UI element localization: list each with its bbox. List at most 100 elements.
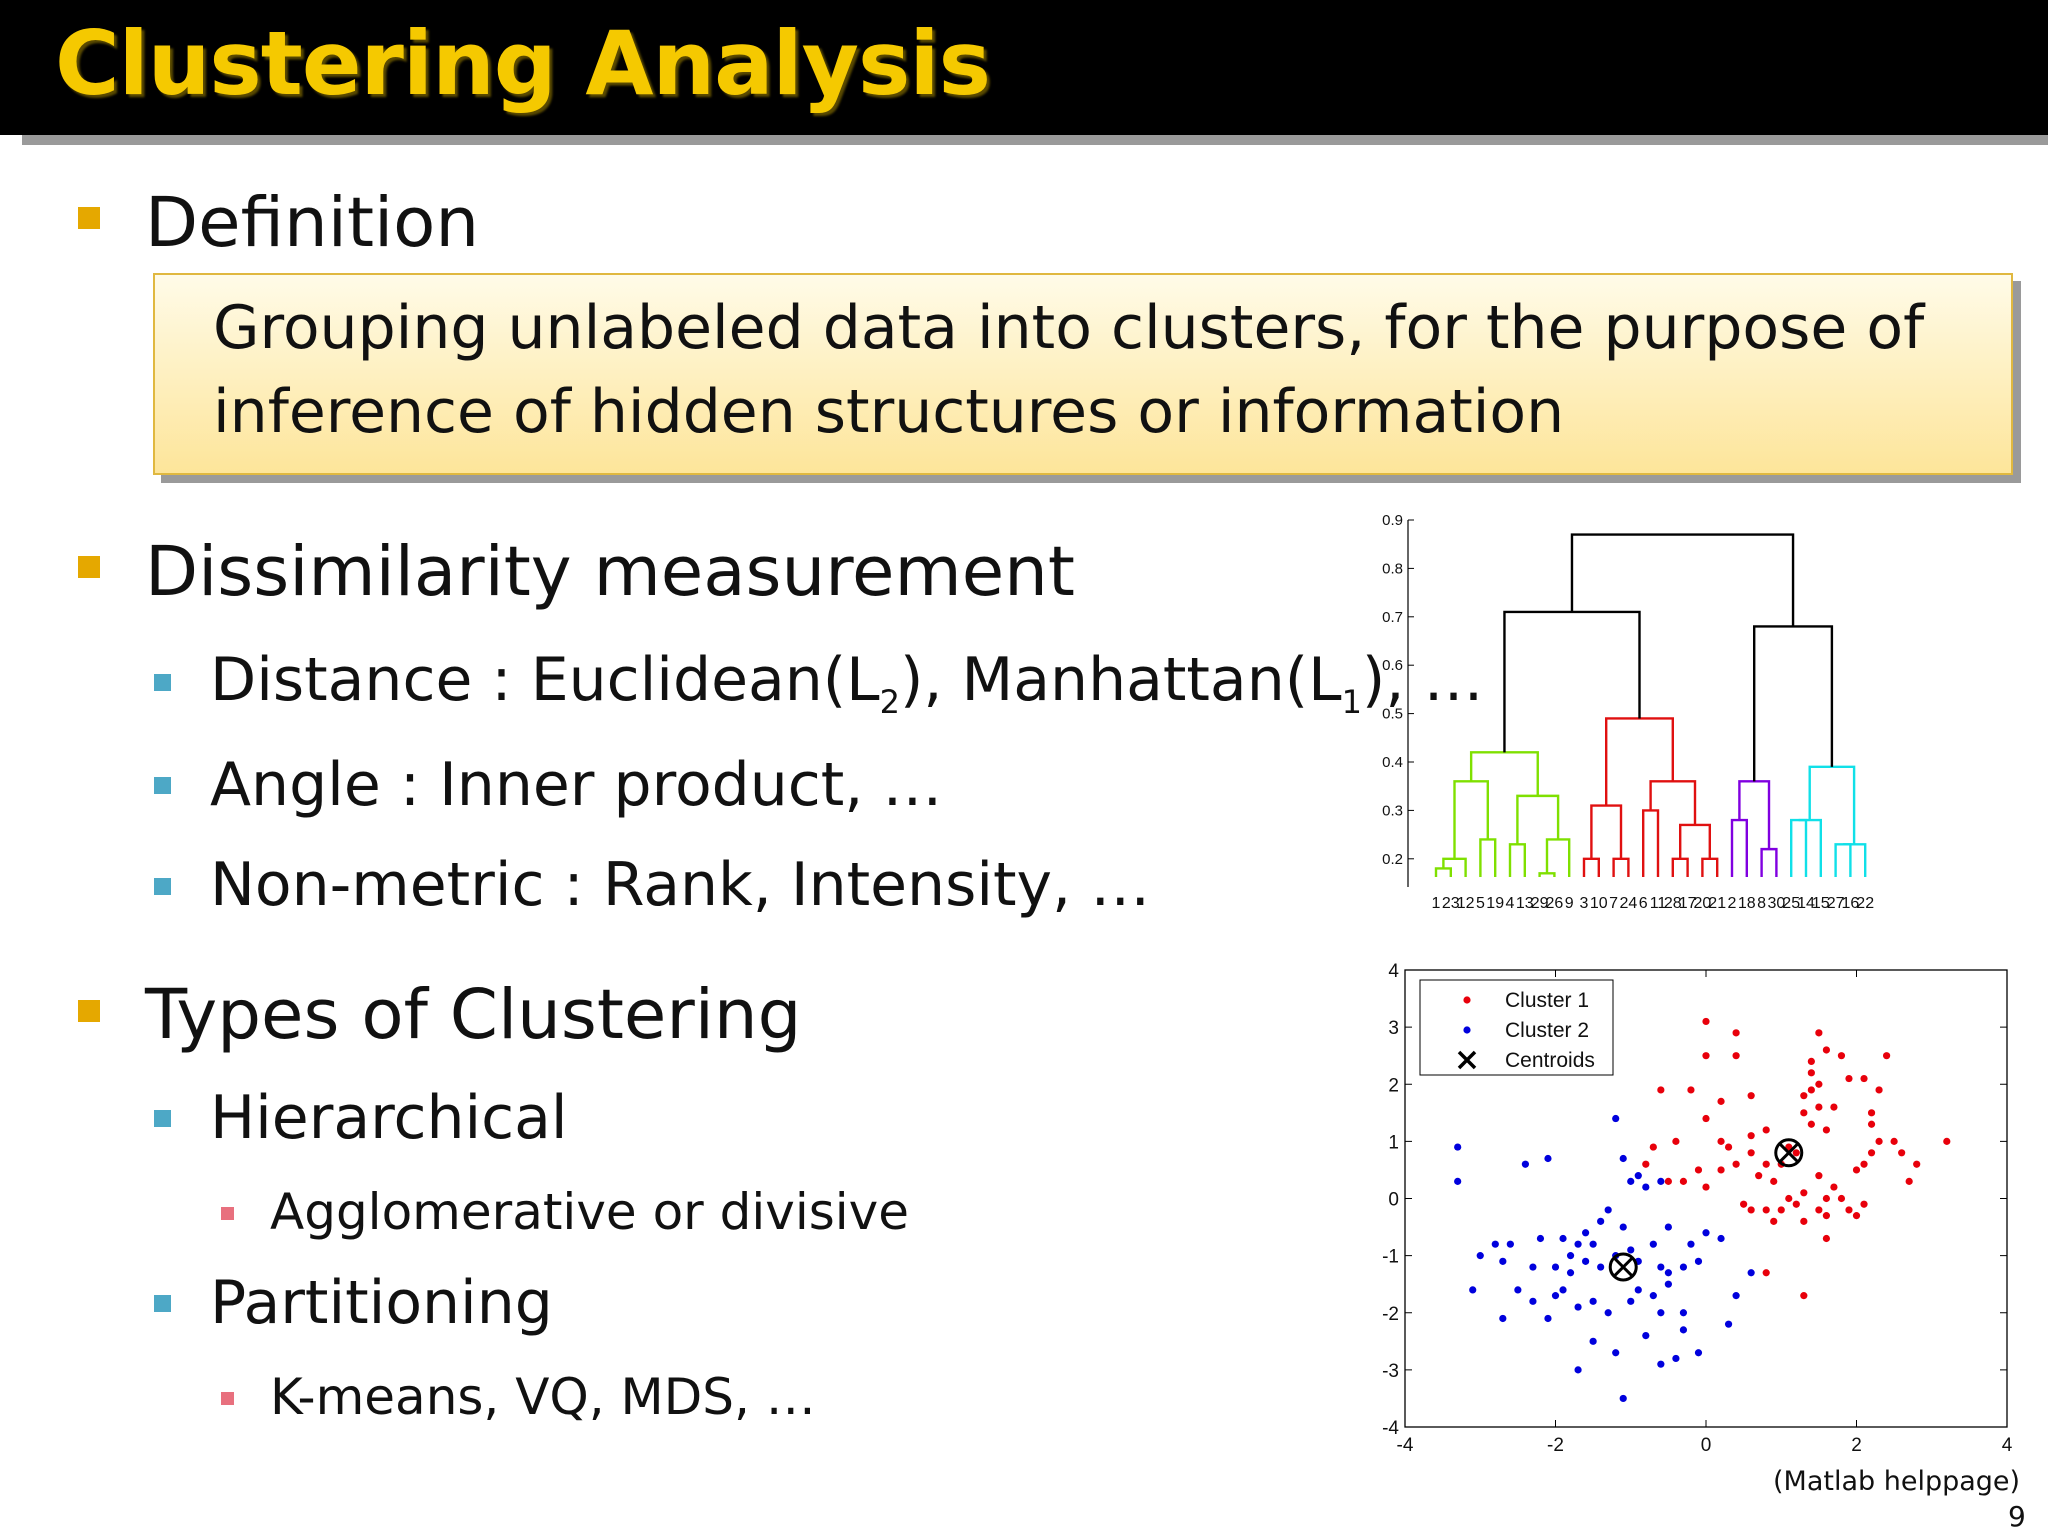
cluster2-point	[1589, 1337, 1597, 1345]
dendrogram-leaf-label: 3	[1580, 895, 1589, 912]
scatter-y-tick-label: 1	[1388, 1132, 1399, 1153]
cluster2-point	[1634, 1172, 1642, 1180]
centroid-marker	[1608, 1252, 1638, 1282]
dendrogram-link	[1469, 751, 1539, 796]
cluster1-point	[1649, 1143, 1657, 1151]
cluster2-point	[1694, 1257, 1703, 1265]
scatter-y-tick-label: 4	[1388, 961, 1399, 982]
cluster1-point	[1792, 1149, 1800, 1157]
dendrogram-leaf-label: 8	[1757, 895, 1766, 912]
distance-text-suffix: ), …	[1361, 645, 1484, 715]
dendrogram-leaf-label: 5	[1476, 895, 1485, 912]
bullet-definition	[78, 207, 100, 229]
cluster2-point	[1619, 1223, 1627, 1231]
cluster2-point	[1454, 1177, 1462, 1185]
dendrogram-link	[1642, 809, 1660, 877]
cluster1-point	[1732, 1029, 1740, 1037]
cluster2-point	[1521, 1160, 1529, 1168]
cluster1-point	[1898, 1149, 1906, 1157]
cluster2-point	[1566, 1252, 1575, 1260]
dendrogram-link	[1538, 872, 1556, 877]
definition-box: Grouping unlabeled data into clusters, f…	[153, 273, 2013, 475]
cluster1-point	[1762, 1160, 1770, 1168]
cluster1-point	[1770, 1217, 1778, 1225]
cluster1-point	[1732, 1160, 1740, 1168]
cluster1-point	[1792, 1200, 1800, 1208]
item-nonmetric: Non-metric : Rank, Intensity, …	[210, 850, 1151, 920]
cluster2-point	[1619, 1154, 1627, 1163]
dendrogram-link	[1590, 804, 1623, 859]
dendrogram-leaf-label: 15	[1812, 895, 1830, 912]
dendrogram-link	[1760, 847, 1778, 877]
cluster1-point	[1777, 1206, 1785, 1214]
legend-cluster2-marker	[1463, 1026, 1471, 1034]
cluster2-point	[1491, 1240, 1499, 1248]
cluster2-point	[1506, 1240, 1514, 1248]
scatter-y-tick-label: -4	[1382, 1418, 1399, 1439]
cluster1-point	[1702, 1183, 1710, 1191]
dendrogram-leaf-label: 29	[1531, 895, 1549, 912]
dendrogram-y-tick-label: 0.9	[1382, 512, 1403, 529]
dendrogram-leaf-label: 13	[1516, 895, 1534, 912]
scatter-y-tick-label: -2	[1382, 1304, 1399, 1325]
cluster2-point	[1559, 1234, 1567, 1243]
cluster1-point	[1807, 1120, 1815, 1128]
dendrogram-leaf-label: 28	[1664, 895, 1682, 912]
scatter-x-tick-label: 2	[1851, 1435, 1862, 1456]
bullet-hierarchical	[154, 1110, 171, 1127]
cluster2-point	[1687, 1240, 1695, 1248]
dendrogram-link	[1834, 843, 1852, 877]
scatter-chart: -4 -2 0 2 4 4 3 2 1 0 -1 -2 -3 -4 Cluster 1 Cluster 2 Ce…	[1382, 961, 2013, 1456]
cluster1-point	[1800, 1292, 1808, 1300]
heading-types: Types of Clustering	[145, 975, 802, 1055]
bullet-angle	[154, 777, 171, 794]
cluster2-point	[1664, 1269, 1672, 1277]
dendrogram-link	[1701, 857, 1719, 877]
cluster1-point	[1852, 1166, 1861, 1174]
dendrogram-link	[1612, 857, 1630, 877]
cluster2-point	[1454, 1143, 1462, 1151]
dendrogram-leaf-label: 14	[1797, 895, 1815, 912]
dendrogram-leaf-label: 25	[1782, 895, 1800, 912]
cluster1-point	[1800, 1217, 1808, 1225]
cluster1-point	[1830, 1183, 1838, 1191]
distance-subscript-2: 2	[879, 683, 900, 721]
cluster1-point	[1702, 1017, 1710, 1026]
cluster2-point	[1604, 1309, 1612, 1317]
cluster2-point	[1604, 1206, 1612, 1214]
item-angle: Angle : Inner product, …	[210, 750, 943, 820]
scatter-y-tick-label: 0	[1388, 1190, 1399, 1211]
cluster2-point	[1499, 1257, 1507, 1265]
centroid-marker-cross	[1778, 1142, 1799, 1163]
dendrogram-link	[1516, 794, 1560, 845]
cluster1-point	[1845, 1074, 1853, 1083]
dendrogram-link	[1843, 843, 1867, 877]
cluster1-point	[1860, 1160, 1868, 1168]
cluster1-point	[1642, 1160, 1650, 1168]
cluster2-point	[1732, 1292, 1740, 1300]
cluster2-point	[1597, 1217, 1605, 1225]
dendrogram-link	[1605, 717, 1674, 806]
cluster2-point	[1529, 1263, 1537, 1271]
scatter-x-tick-label: 4	[2002, 1435, 2013, 1456]
page-number: 9	[2008, 1500, 2026, 1533]
dendrogram-leaf-label: 27	[1827, 895, 1845, 912]
dendrogram-leaf-label: 16	[1842, 895, 1860, 912]
dendrogram-leaf-label: 30	[1768, 895, 1786, 912]
dendrogram-y-tick-label: 0.4	[1382, 754, 1403, 771]
dendrogram-link	[1570, 533, 1795, 627]
cluster2-point	[1469, 1286, 1477, 1294]
cluster2-point	[1589, 1297, 1597, 1305]
cluster1-point	[1702, 1114, 1710, 1123]
cluster2-point	[1582, 1257, 1590, 1265]
cluster1-point	[1717, 1166, 1725, 1174]
dendrogram-y-tick-label: 0.5	[1382, 706, 1403, 723]
cluster1-point	[1867, 1109, 1876, 1117]
cluster2-point	[1574, 1303, 1582, 1311]
cluster1-point	[1837, 1194, 1846, 1203]
dendrogram-leaf-label: 26	[1546, 895, 1564, 912]
scatter-x-tick-label: 0	[1701, 1435, 1712, 1456]
dendrogram-leaf-label: 18	[1738, 895, 1756, 912]
dendrogram-link	[1753, 625, 1834, 782]
